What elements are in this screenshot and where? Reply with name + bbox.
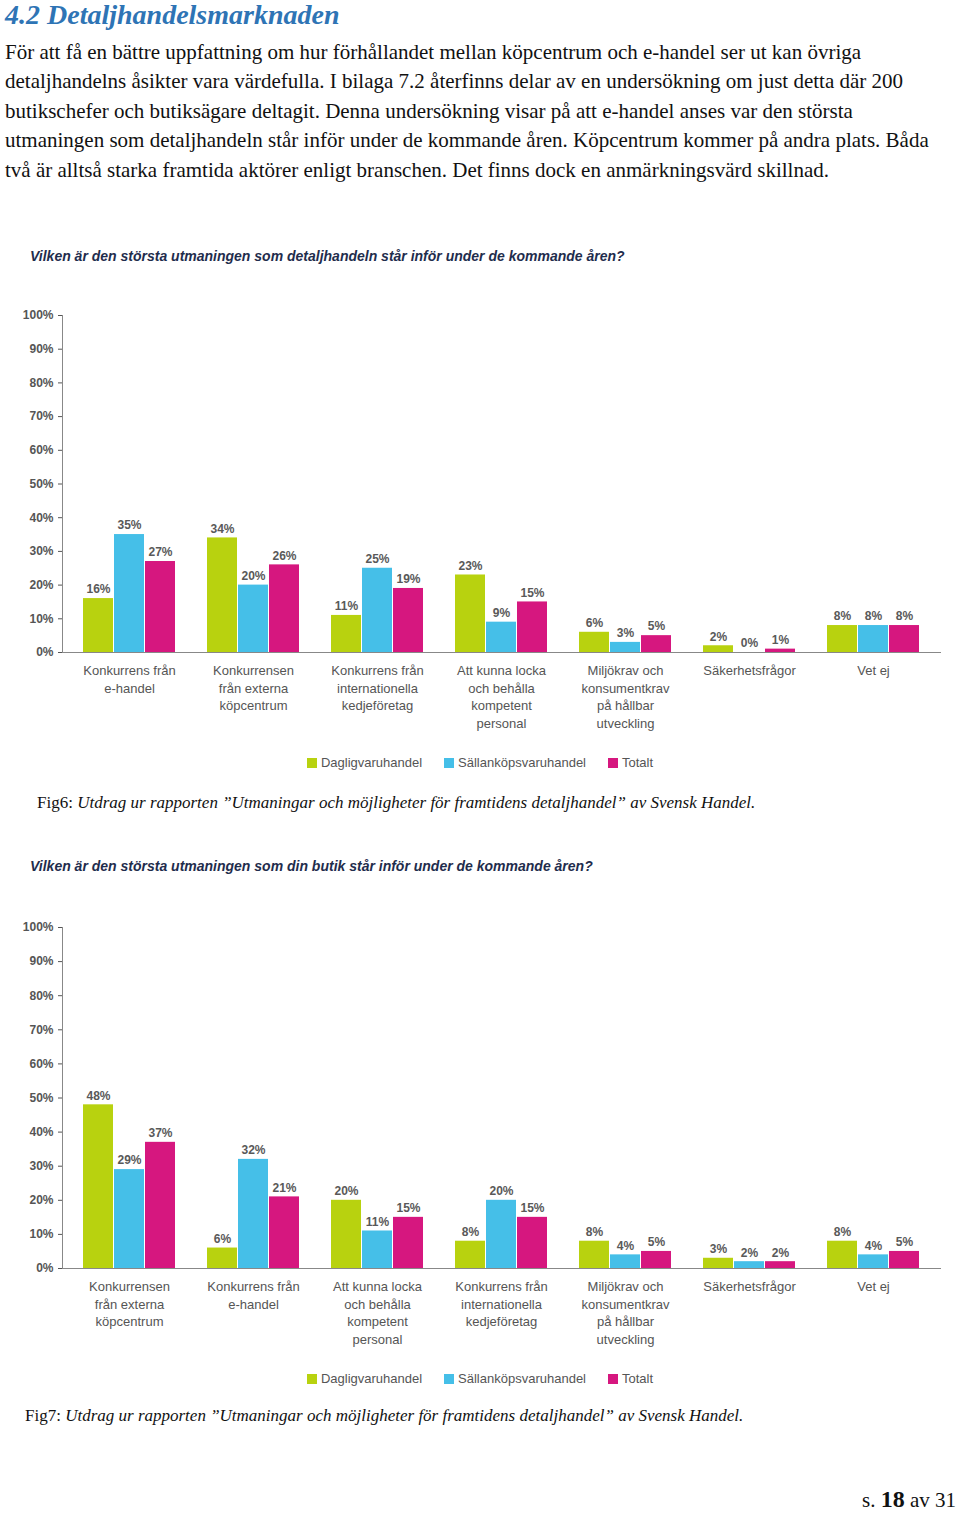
html-text:Sällanköpsvaruhandel: Sällanköpsvaruhandel (458, 1371, 586, 1386)
svg-text:8%: 8% (462, 1225, 480, 1239)
svg-text:20%: 20% (489, 1184, 513, 1198)
svg-text:Konkurrens fråninternationella: Konkurrens fråninternationellakedjeföret… (455, 1279, 548, 1329)
svg-text:15%: 15% (396, 1201, 420, 1215)
svg-text:26%: 26% (272, 549, 296, 563)
svg-text:21%: 21% (272, 1181, 296, 1195)
svg-text:32%: 32% (241, 1143, 265, 1157)
svg-text:8%: 8% (865, 609, 883, 623)
svg-text:0%: 0% (36, 1261, 54, 1275)
svg-text:23%: 23% (458, 559, 482, 573)
svg-text:20%: 20% (29, 1193, 53, 1207)
svg-text:2%: 2% (772, 1246, 790, 1260)
html-text:För att få en bättre uppfattni: För att få en bättre uppfattning om hur … (5, 40, 929, 182)
html-text:Fig7: Utdrag ur rapporten ”Utm: Fig7: Utdrag ur rapporten ”Utmaningar oc… (25, 1406, 744, 1425)
svg-text:100%: 100% (23, 308, 54, 322)
svg-text:30%: 30% (29, 1159, 53, 1173)
html-text:Vilken är den största utmaning: Vilken är den största utmaningen som din… (30, 858, 593, 874)
svg-text:5%: 5% (648, 619, 666, 633)
svg-text:0%: 0% (36, 645, 54, 659)
svg-text:Att kunna lockaoch behållakomp: Att kunna lockaoch behållakompetentperso… (333, 1279, 423, 1347)
svg-text:8%: 8% (834, 1225, 852, 1239)
svg-text:Miljökrav ochkonsumentkravpå h: Miljökrav ochkonsumentkravpå hållbarutve… (581, 663, 670, 731)
svg-text:50%: 50% (29, 477, 53, 491)
html-text:Dagligvaruhandel: Dagligvaruhandel (320, 1371, 423, 1386)
svg-text:1%: 1% (772, 633, 790, 647)
html-text:Vilken är den största utmaning: Vilken är den största utmaningen som det… (30, 248, 625, 264)
svg-text:5%: 5% (648, 1235, 666, 1249)
svg-text:4%: 4% (865, 1239, 883, 1253)
svg-text:4%: 4% (617, 1239, 635, 1253)
html-text:Totalt: Totalt (622, 1371, 654, 1386)
svg-text:60%: 60% (29, 443, 53, 457)
svg-text:3%: 3% (617, 626, 635, 640)
svg-text:15%: 15% (520, 586, 544, 600)
svg-text:25%: 25% (365, 552, 389, 566)
svg-text:19%: 19% (396, 572, 420, 586)
svg-text:8%: 8% (586, 1225, 604, 1239)
svg-text:Säkerhetsfrågor: Säkerhetsfrågor (703, 663, 796, 678)
svg-text:Konkurrens fråne-handel: Konkurrens fråne-handel (207, 1279, 300, 1312)
svg-text:70%: 70% (29, 1023, 53, 1037)
svg-text:29%: 29% (117, 1153, 141, 1167)
svg-text:8%: 8% (834, 609, 852, 623)
html-text:Sällanköpsvaruhandel: Sällanköpsvaruhandel (458, 755, 586, 770)
svg-text:60%: 60% (29, 1057, 53, 1071)
svg-text:50%: 50% (29, 1091, 53, 1105)
svg-text:Vet ej: Vet ej (857, 1279, 890, 1294)
svg-text:10%: 10% (29, 1227, 53, 1241)
svg-text:Att kunna lockaoch behållakomp: Att kunna lockaoch behållakompetentperso… (457, 663, 547, 731)
svg-text:16%: 16% (86, 582, 110, 596)
svg-text:27%: 27% (148, 545, 172, 559)
svg-text:6%: 6% (214, 1232, 232, 1246)
svg-text:8%: 8% (896, 609, 914, 623)
svg-text:100%: 100% (23, 920, 54, 934)
html-text:s. 18 av 31: s. 18 av 31 (862, 1486, 956, 1512)
svg-text:Säkerhetsfrågor: Säkerhetsfrågor (703, 1279, 796, 1294)
svg-text:0%: 0% (741, 636, 759, 650)
svg-text:5%: 5% (896, 1235, 914, 1249)
svg-text:Konkurrensenfrån externaköpcen: Konkurrensenfrån externaköpcentrum (213, 663, 294, 713)
html-text:Dagligvaruhandel: Dagligvaruhandel (320, 755, 423, 770)
svg-text:2%: 2% (710, 630, 728, 644)
svg-text:11%: 11% (366, 1215, 390, 1229)
svg-text:70%: 70% (29, 409, 53, 423)
svg-text:90%: 90% (29, 954, 53, 968)
svg-text:37%: 37% (148, 1126, 172, 1140)
svg-text:40%: 40% (29, 511, 53, 525)
svg-text:30%: 30% (29, 544, 53, 558)
svg-text:20%: 20% (334, 1184, 358, 1198)
svg-text:Konkurrens fråne-handel: Konkurrens fråne-handel (83, 663, 176, 696)
html-text:Totalt: Totalt (622, 755, 654, 770)
svg-text:80%: 80% (29, 989, 53, 1003)
svg-text:40%: 40% (29, 1125, 53, 1139)
svg-text:Vet ej: Vet ej (857, 663, 890, 678)
svg-text:Konkurrens fråninternationella: Konkurrens fråninternationellakedjeföret… (331, 663, 424, 713)
svg-text:90%: 90% (29, 342, 53, 356)
svg-text:35%: 35% (117, 518, 141, 532)
svg-text:9%: 9% (493, 606, 511, 620)
svg-text:80%: 80% (29, 376, 53, 390)
svg-text:15%: 15% (520, 1201, 544, 1215)
svg-text:3%: 3% (710, 1242, 728, 1256)
svg-text:34%: 34% (210, 522, 234, 536)
svg-text:6%: 6% (586, 616, 604, 630)
svg-text:20%: 20% (29, 578, 53, 592)
svg-text:48%: 48% (86, 1089, 110, 1103)
svg-text:10%: 10% (29, 612, 53, 626)
svg-text:11%: 11% (335, 599, 359, 613)
html-text:Fig6: Utdrag ur rapporten ”Utm: Fig6: Utdrag ur rapporten ”Utmaningar oc… (37, 793, 756, 812)
svg-text:20%: 20% (241, 569, 265, 583)
svg-text:2%: 2% (741, 1246, 759, 1260)
svg-text:Konkurrensenfrån externaköpcen: Konkurrensenfrån externaköpcentrum (89, 1279, 170, 1329)
html-text:4.2 Detaljhandelsmarknaden: 4.2 Detaljhandelsmarknaden (5, 0, 340, 30)
svg-text:Miljökrav ochkonsumentkravpå h: Miljökrav ochkonsumentkravpå hållbarutve… (581, 1279, 670, 1347)
